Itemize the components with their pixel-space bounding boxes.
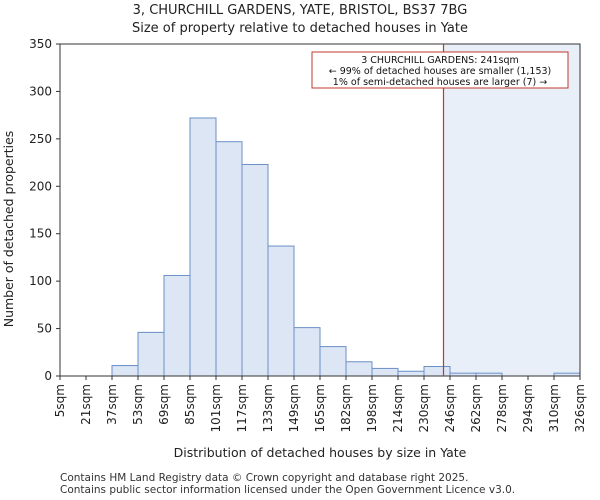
histogram-bar	[163, 274, 191, 377]
y-tick-label: 350	[29, 37, 52, 51]
histogram-bar	[241, 163, 269, 377]
chart-subtitle: Size of property relative to detached ho…	[131, 21, 468, 36]
y-tick-label: 0	[44, 369, 52, 383]
footer-line-2: Contains public sector information licen…	[60, 484, 516, 496]
x-tick-label: 165sqm	[313, 384, 327, 432]
y-tick-label: 100	[29, 274, 52, 288]
x-tick-label: 21sqm	[79, 384, 93, 425]
larger-region-shade	[443, 44, 580, 376]
histogram-bar	[345, 361, 373, 377]
x-tick-label: 182sqm	[339, 384, 353, 432]
annotation-box	[311, 51, 569, 89]
histogram-bar	[215, 141, 243, 377]
annotation-line: 1% of semi-detached houses are larger (7…	[333, 77, 547, 88]
histogram-bar	[267, 245, 295, 377]
x-tick-label: 149sqm	[287, 384, 301, 432]
y-tick-label: 300	[29, 84, 52, 98]
x-tick-label: 262sqm	[469, 384, 483, 432]
histogram-bar	[371, 367, 399, 377]
x-tick-label: 326sqm	[573, 384, 587, 432]
x-tick-label: 294sqm	[521, 384, 535, 432]
x-tick-label: 101sqm	[209, 384, 223, 432]
x-tick-label: 278sqm	[495, 384, 509, 432]
y-tick-label: 150	[29, 227, 52, 241]
histogram-bar	[137, 331, 165, 377]
x-tick-label: 117sqm	[235, 384, 249, 432]
x-tick-label: 5sqm	[53, 384, 67, 417]
x-tick-label: 85sqm	[183, 384, 197, 425]
histogram-bar	[423, 366, 451, 377]
x-tick-label: 69sqm	[157, 384, 171, 425]
x-tick-label: 310sqm	[547, 384, 561, 432]
x-tick-label: 198sqm	[365, 384, 379, 432]
y-tick-label: 250	[29, 132, 52, 146]
x-tick-label: 53sqm	[131, 384, 145, 425]
y-tick-label: 200	[29, 179, 52, 193]
annotation-line: ← 99% of detached houses are smaller (1,…	[329, 66, 552, 77]
x-tick-label: 214sqm	[391, 384, 405, 432]
x-tick-label: 133sqm	[261, 384, 275, 432]
histogram-bar	[319, 346, 347, 377]
histogram-bar	[397, 370, 425, 377]
y-tick-label: 50	[37, 322, 52, 336]
histogram-bar	[293, 327, 321, 377]
x-axis-label: Distribution of detached houses by size …	[174, 445, 467, 460]
x-tick-label: 230sqm	[417, 384, 431, 432]
annotation-line: 3 CHURCHILL GARDENS: 241sqm	[361, 55, 519, 66]
histogram-bar	[189, 117, 217, 377]
chart-title: 3, CHURCHILL GARDENS, YATE, BRISTOL, BS3…	[132, 3, 468, 18]
y-axis-label: Number of detached properties	[1, 131, 16, 328]
x-tick-label: 37sqm	[105, 384, 119, 425]
footer-line-1: Contains HM Land Registry data © Crown c…	[60, 472, 469, 484]
histogram-bar	[111, 365, 139, 377]
x-tick-label: 246sqm	[443, 384, 457, 432]
